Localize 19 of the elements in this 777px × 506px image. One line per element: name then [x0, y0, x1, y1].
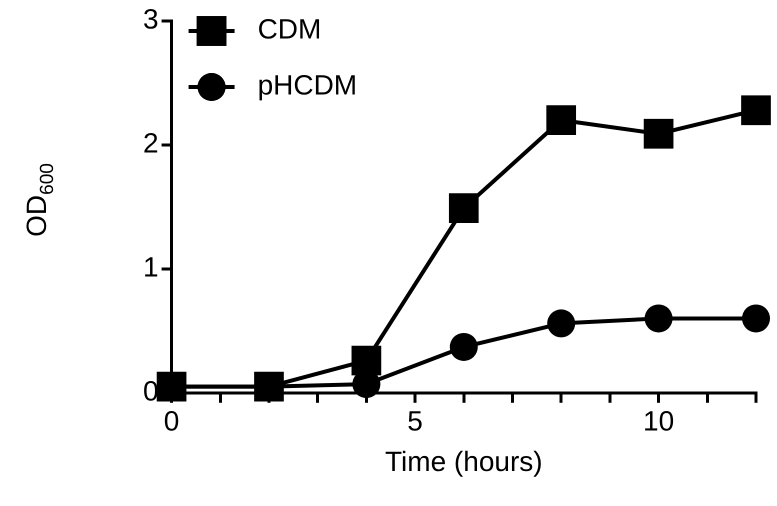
point [448, 193, 479, 223]
point [547, 309, 576, 338]
point [644, 118, 674, 149]
x-tick-label: 0 [164, 405, 180, 436]
point [352, 346, 382, 376]
point [741, 95, 771, 126]
point [644, 304, 673, 332]
point [546, 105, 576, 135]
y-tick-label: 1 [142, 252, 159, 283]
legend-label: pHCDM [258, 70, 358, 101]
legend-label: CDM [258, 14, 322, 45]
point [742, 304, 770, 332]
x-tick-label: 10 [643, 405, 674, 436]
x-tick-label: 5 [407, 405, 423, 436]
point [156, 372, 186, 402]
y-tick-label: 2 [142, 128, 159, 159]
point [450, 332, 478, 361]
y-tick-label: 3 [142, 4, 159, 35]
x-axis-title: Time (hours) [384, 446, 543, 477]
